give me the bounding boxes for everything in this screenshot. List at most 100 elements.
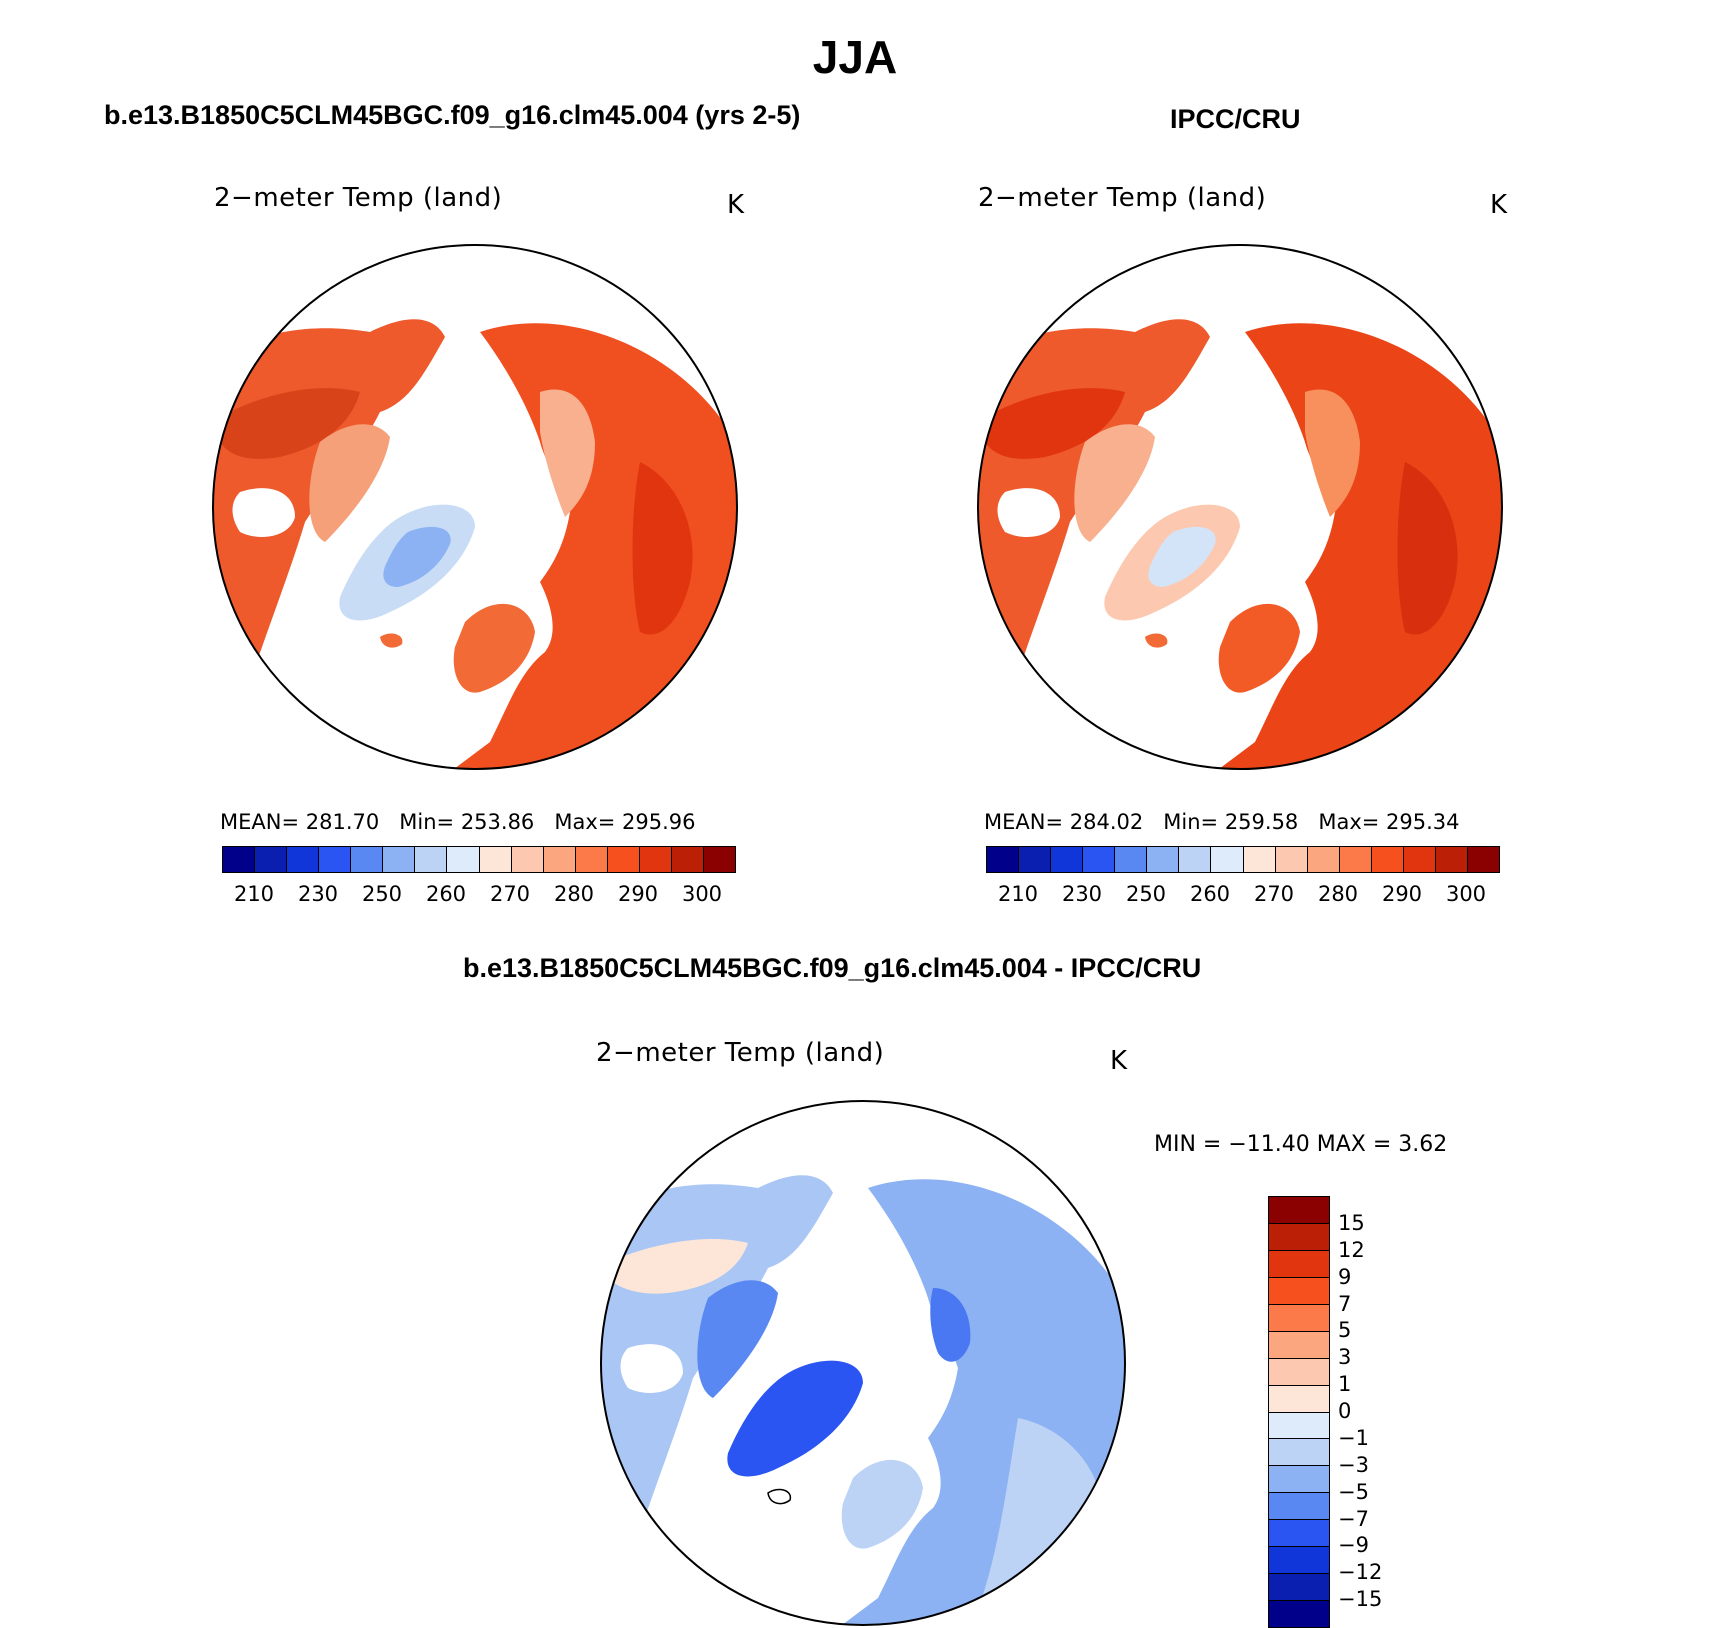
colorbar-swatch — [1371, 847, 1404, 872]
obs-mean-label: MEAN= — [984, 810, 1064, 834]
colorbar-swatch — [703, 847, 735, 872]
canada-warm — [220, 388, 360, 459]
obs-mean-value: 284.02 — [1069, 810, 1144, 834]
siberia-east — [632, 462, 693, 635]
colorbar-tick-label: −7 — [1338, 1506, 1369, 1531]
colorbar-swatch — [1243, 847, 1276, 872]
colorbar-swatch — [1083, 847, 1116, 872]
diff-units-label: K — [1110, 1046, 1128, 1076]
colorbar-swatch — [1339, 847, 1372, 872]
colorbar-swatch — [351, 847, 384, 872]
colorbar-swatch — [1403, 847, 1436, 872]
colorbar-swatch — [1147, 847, 1180, 872]
colorbar-swatch — [1269, 1250, 1329, 1278]
colorbar-tick-label: 230 — [1061, 882, 1103, 906]
colorbar-swatch — [1269, 1385, 1329, 1413]
colorbar-tick-label: 250 — [1125, 882, 1167, 906]
model-min-label: Min= — [399, 810, 455, 834]
colorbar-tick-label: 210 — [997, 882, 1039, 906]
colorbar-tick-label: 290 — [617, 882, 659, 906]
colorbar-swatch — [1269, 1223, 1329, 1251]
colorbar-swatch — [1019, 847, 1052, 872]
colorbar-swatch — [287, 847, 320, 872]
model-mean-label: MEAN= — [220, 810, 300, 834]
colorbar-tick-label: 9 — [1338, 1264, 1352, 1289]
obs-colorbar — [986, 846, 1500, 873]
colorbar-tick-label: 0 — [1338, 1399, 1352, 1423]
obs-panel-title: IPCC/CRU — [1170, 104, 1301, 134]
siberia-east — [1397, 462, 1458, 635]
colorbar-tick-label: 260 — [425, 882, 467, 906]
colorbar-tick-label: 3 — [1338, 1345, 1352, 1370]
colorbar-swatch — [1051, 847, 1084, 872]
hudson-bay — [620, 1344, 683, 1393]
colorbar-tick-label: −12 — [1338, 1560, 1383, 1585]
colorbar-swatch — [255, 847, 288, 872]
map-boundary — [977, 244, 1503, 770]
colorbar-swatch — [1269, 1466, 1329, 1494]
colorbar-tick-label: 270 — [1253, 882, 1295, 906]
colorbar-swatch — [1269, 1439, 1329, 1467]
colorbar-tick-label: 290 — [1381, 882, 1423, 906]
colorbar-swatch — [1269, 1331, 1329, 1359]
colorbar-tick-label: 300 — [1445, 882, 1487, 906]
colorbar-swatch — [1179, 847, 1212, 872]
colorbar-swatch — [1275, 847, 1308, 872]
colorbar-swatch — [543, 847, 576, 872]
colorbar-tick-label: 5 — [1338, 1318, 1352, 1343]
colorbar-swatch — [639, 847, 672, 872]
colorbar-swatch — [1269, 1520, 1329, 1548]
colorbar-swatch — [447, 847, 480, 872]
arctic-islands — [1074, 424, 1155, 542]
eurasia-land — [450, 323, 737, 769]
obs-min-label: Min= — [1163, 810, 1219, 834]
colorbar-swatch — [1269, 1304, 1329, 1332]
colorbar-swatch — [1269, 1277, 1329, 1305]
model-polar-map — [212, 244, 738, 770]
colorbar-tick-label: 280 — [1317, 882, 1359, 906]
hudson-bay — [232, 488, 295, 537]
scandinavia — [453, 603, 535, 693]
hudson-bay — [997, 488, 1060, 537]
diff-polar-map — [600, 1100, 1126, 1626]
obs-variable-label: 2−meter Temp (land) — [978, 183, 1267, 213]
colorbar-tick-label: −5 — [1338, 1479, 1369, 1504]
colorbar-swatch — [1269, 1547, 1329, 1575]
colorbar-swatch — [1269, 1412, 1329, 1440]
scandinavia — [1218, 603, 1300, 693]
greenland-interior — [1148, 526, 1216, 587]
colorbar-swatch — [511, 847, 544, 872]
eurasia-land — [838, 1179, 1125, 1625]
colorbar-swatch — [1269, 1197, 1329, 1224]
map-boundary — [212, 244, 738, 770]
model-min-value: 253.86 — [460, 810, 535, 834]
colorbar-tick-label: 12 — [1338, 1237, 1365, 1262]
obs-units-label: K — [1490, 190, 1508, 220]
colorbar-swatch — [383, 847, 416, 872]
siberia-coast-cold — [930, 1288, 971, 1362]
colorbar-swatch — [1269, 1493, 1329, 1521]
arctic-islands — [697, 1280, 778, 1398]
iceland — [1145, 633, 1168, 648]
colorbar-tick-label: 210 — [233, 882, 275, 906]
eurasia-north-coast — [540, 389, 595, 517]
iceland — [380, 633, 403, 648]
colorbar-swatch — [479, 847, 512, 872]
colorbar-swatch — [607, 847, 640, 872]
colorbar-swatch — [319, 847, 352, 872]
scandinavia — [841, 1459, 923, 1549]
model-variable-label: 2−meter Temp (land) — [214, 183, 503, 213]
colorbar-tick-label: 280 — [553, 882, 595, 906]
figure-title: JJA — [812, 31, 898, 83]
colorbar-tick-label: 250 — [361, 882, 403, 906]
colorbar-swatch — [1115, 847, 1148, 872]
colorbar-swatch — [1467, 847, 1499, 872]
colorbar-tick-label: −1 — [1338, 1425, 1369, 1450]
model-panel-title: b.e13.B1850C5CLM45BGC.f09_g16.clm45.004 … — [104, 100, 801, 130]
obs-polar-map — [977, 244, 1503, 770]
colorbar-tick-label: 260 — [1189, 882, 1231, 906]
colorbar-swatch — [575, 847, 608, 872]
colorbar-tick-label: −9 — [1338, 1533, 1369, 1558]
eurasia-land — [1215, 323, 1502, 769]
colorbar-swatch — [1269, 1358, 1329, 1386]
